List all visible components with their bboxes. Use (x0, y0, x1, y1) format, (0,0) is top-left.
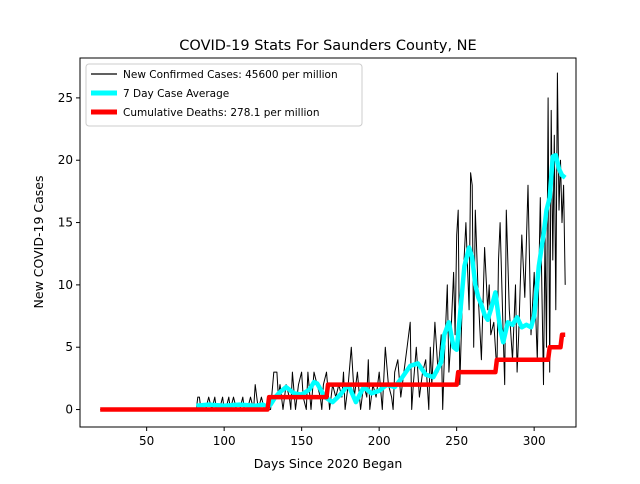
series-line-deaths (100, 332, 566, 412)
x-tick-label: 200 (368, 434, 391, 448)
y-tick-label: 0 (65, 403, 73, 417)
x-axis-ticks: 50 100 150 200 250 300 (139, 427, 546, 448)
x-axis-label: Days Since 2020 Began (254, 456, 403, 471)
y-tick-label: 20 (58, 153, 73, 167)
y-tick-label: 10 (58, 278, 73, 292)
chart-title: COVID-19 Stats For Saunders County, NE (179, 38, 476, 54)
y-tick-label: 5 (65, 340, 73, 354)
x-tick-label: 100 (213, 434, 236, 448)
y-tick-label: 25 (58, 91, 73, 105)
series-layer (100, 72, 567, 412)
x-tick-label: 50 (139, 434, 154, 448)
legend-label-new-cases: New Confirmed Cases: 45600 per million (123, 69, 338, 81)
y-tick-label: 15 (58, 216, 73, 230)
x-tick-label: 300 (523, 434, 546, 448)
legend: New Confirmed Cases: 45600 per million 7… (85, 63, 363, 127)
y-axis-ticks: 0 5 10 15 20 25 (58, 91, 80, 417)
legend-frame (85, 63, 363, 127)
series-line-7day-avg (196, 152, 567, 410)
plot-frame (79, 57, 577, 428)
x-tick-label: 150 (290, 434, 313, 448)
x-tick-label: 250 (445, 434, 468, 448)
y-axis-label: New COVID-19 Cases (31, 176, 46, 309)
legend-label-7day-avg: 7 Day Case Average (123, 88, 229, 100)
legend-label-deaths: Cumulative Deaths: 278.1 per million (123, 107, 320, 119)
